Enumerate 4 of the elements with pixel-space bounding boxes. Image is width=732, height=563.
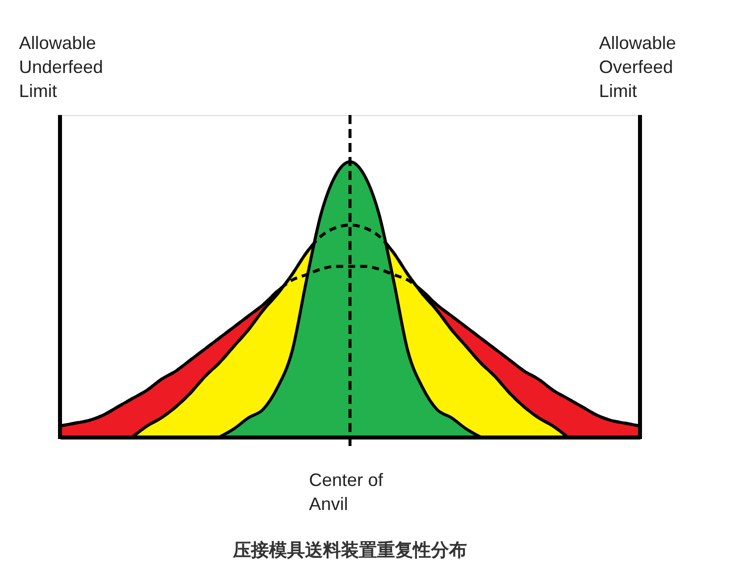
text: Allowable Overfeed Limit [599,33,676,101]
text: Center of Anvil [309,470,384,514]
text: 压接模具送料装置重复性分布 [232,540,467,561]
text: Allowable Underfeed Limit [19,33,104,101]
